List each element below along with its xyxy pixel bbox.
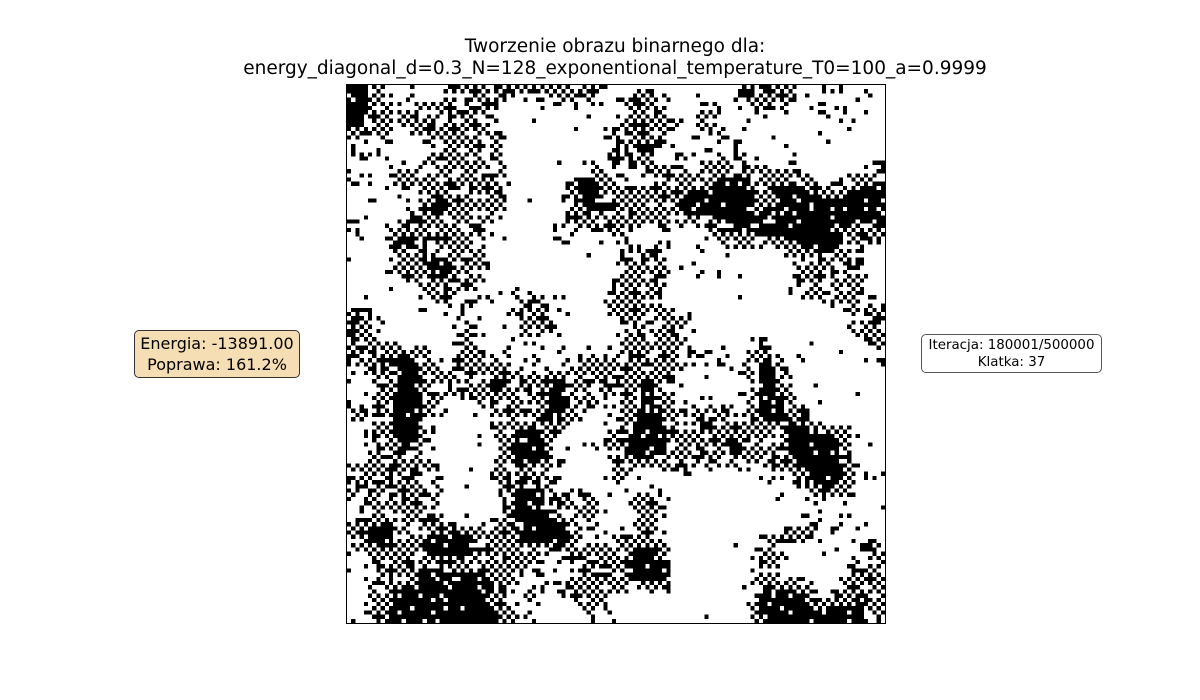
- binary-image-grid: [347, 85, 885, 623]
- figure-title-line-2: energy_diagonal_d=0.3_N=128_exponentiona…: [243, 58, 987, 79]
- iteration-info-box: Iteracja: 180001/500000 Klatka: 37: [921, 334, 1102, 373]
- figure-title: Tworzenie obrazu binarnego dla: energy_d…: [0, 36, 1200, 80]
- improvement-value: Poprawa: 161.2%: [147, 355, 287, 374]
- energy-value: Energia: -13891.00: [140, 334, 294, 353]
- frame-counter: Klatka: 37: [977, 355, 1046, 370]
- iteration-counter: Iteracja: 180001/500000: [928, 338, 1095, 353]
- binary-image-plot: [346, 84, 886, 624]
- figure-title-line-1: Tworzenie obrazu binarnego dla:: [464, 36, 766, 57]
- energy-info-box: Energia: -13891.00 Poprawa: 161.2%: [134, 330, 300, 378]
